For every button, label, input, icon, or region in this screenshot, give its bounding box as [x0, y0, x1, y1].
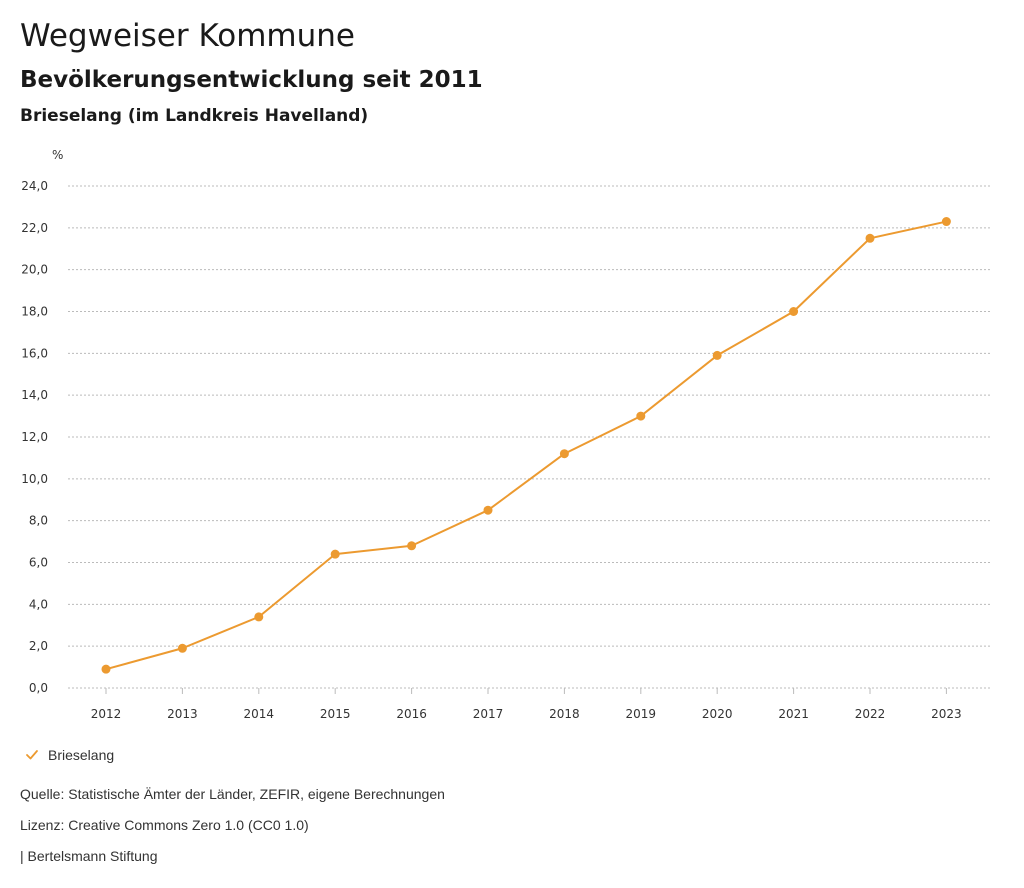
y-tick-label: 18,0 — [21, 305, 48, 319]
y-tick-label: 20,0 — [21, 263, 48, 277]
series-layer — [101, 217, 951, 674]
data-point[interactable] — [407, 541, 417, 551]
data-point[interactable] — [483, 505, 493, 515]
data-point[interactable] — [941, 217, 951, 227]
y-tick-label: 16,0 — [21, 346, 48, 360]
data-point[interactable] — [789, 307, 799, 316]
region-label: Brieselang (im Landkreis Havelland) — [20, 106, 369, 126]
data-point[interactable] — [865, 233, 875, 243]
x-tick-label: 2014 — [244, 707, 275, 721]
y-tick-label: 2,0 — [29, 639, 48, 653]
x-tick-label: 2019 — [626, 707, 657, 721]
series-line — [105, 220, 947, 671]
y-tick-label: 0,0 — [29, 681, 48, 695]
y-tick-label: 4,0 — [29, 597, 48, 611]
data-point[interactable] — [177, 643, 187, 653]
y-tick-label: 10,0 — [21, 472, 48, 486]
data-point[interactable] — [636, 411, 646, 421]
line-chart: % 0,0 2,0 4,0 6,0 8,0 10,0 12,0 14,0 16,0 18,0 20,0… — [21, 148, 990, 721]
x-tick-label: 2020 — [702, 707, 733, 721]
x-tick-label: 2018 — [549, 707, 580, 721]
data-point[interactable] — [101, 664, 111, 674]
x-tick-label: 2016 — [396, 707, 427, 721]
y-tick-label: 12,0 — [21, 430, 48, 444]
y-tick-label: 22,0 — [21, 221, 48, 235]
y-axis-unit: % — [52, 148, 63, 162]
publisher-note: | Bertelsmann Stiftung — [20, 848, 158, 864]
y-tick-label: 14,0 — [21, 388, 48, 402]
y-tick-label: 24,0 — [21, 179, 48, 193]
legend-check-icon[interactable] — [24, 747, 40, 763]
data-point[interactable] — [254, 612, 264, 622]
data-point[interactable] — [712, 350, 722, 360]
y-tick-label: 8,0 — [29, 514, 48, 528]
chart-title: Wegweiser Kommune — [20, 18, 355, 54]
y-tick-label: 6,0 — [29, 556, 48, 570]
grid-layer — [68, 185, 990, 689]
legend[interactable]: Brieselang — [24, 744, 114, 766]
legend-label[interactable]: Brieselang — [48, 747, 115, 763]
chart-subtitle: Bevölkerungsentwicklung seit 2011 — [20, 67, 483, 93]
x-tick-label: 2021 — [778, 707, 809, 721]
x-tick-label: 2022 — [855, 707, 886, 721]
x-tick-label: 2015 — [320, 707, 351, 721]
data-point[interactable] — [559, 449, 569, 459]
x-tick-label: 2013 — [167, 707, 198, 721]
data-point[interactable] — [330, 549, 340, 559]
license-note: Lizenz: Creative Commons Zero 1.0 (CC0 1… — [20, 817, 309, 833]
x-tick-label: 2017 — [473, 707, 504, 721]
axis-layer: % 0,0 2,0 4,0 6,0 8,0 10,0 12,0 14,0 16,0 18,0 20,0… — [21, 148, 961, 721]
source-note: Quelle: Statistische Ämter der Länder, Z… — [20, 786, 445, 802]
x-tick-label: 2023 — [931, 707, 962, 721]
x-tick-label: 2012 — [91, 707, 122, 721]
